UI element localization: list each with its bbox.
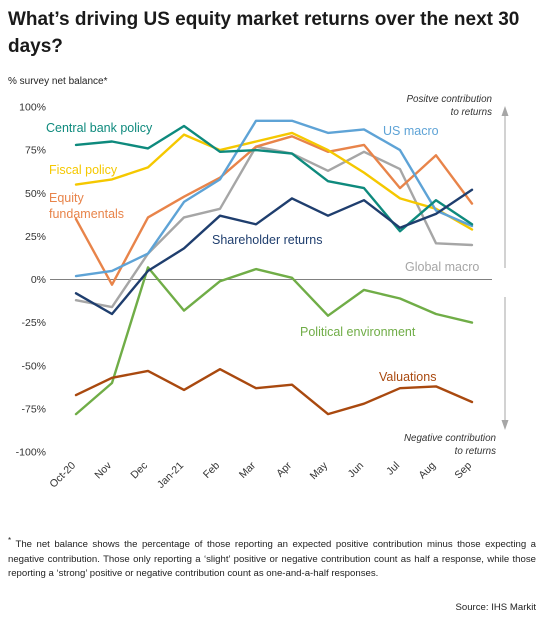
x-tick-label: Jun: [346, 460, 367, 481]
series-line-equity-fundamentals: [74, 135, 474, 286]
negative-annotation-line1: Negative contribution: [404, 433, 496, 444]
y-tick-label: -75%: [21, 403, 46, 415]
x-tick-label: Oct-20: [47, 460, 78, 491]
x-tick-label: Jul: [384, 460, 402, 478]
y-tick-label: -100%: [16, 447, 46, 459]
y-tick-label: 0%: [31, 274, 46, 286]
series-label-shareholder-returns: Shareholder returns: [212, 233, 322, 247]
series-label-us-macro: US macro: [383, 124, 439, 138]
x-tick-label: Apr: [274, 459, 294, 479]
x-tick-label: Jan-21: [155, 460, 186, 491]
y-tick-label: -25%: [21, 317, 46, 329]
series-label-equity-fundamentals: Equity: [49, 191, 84, 205]
y-tick-label: 100%: [19, 102, 46, 114]
series-label-global-macro: Global macro: [405, 260, 479, 274]
y-tick-label: 75%: [25, 145, 46, 157]
series-label-valuations: Valuations: [379, 370, 436, 384]
series-label-central-bank-policy: Central bank policy: [46, 121, 153, 135]
negative-annotation-line2: to returns: [455, 446, 496, 457]
x-tick-label: Nov: [92, 459, 114, 481]
line-chart: 100% 75% 50% 25% 0% -25% -50% -75% -100%Oct-20 No…: [16, 94, 509, 491]
y-tick-label: -50%: [21, 360, 46, 372]
series-label-fiscal-policy: Fiscal policy: [49, 163, 118, 177]
footnote: * The net balance shows the percentage o…: [8, 534, 536, 582]
series-line-fiscal-policy: [74, 131, 474, 231]
x-tick-label: Dec: [128, 460, 150, 482]
source-note: Source: IHS Markit: [455, 602, 536, 613]
y-tick-label: 50%: [25, 188, 46, 200]
footnote-marker: *: [8, 536, 12, 545]
x-tick-label: Feb: [201, 460, 222, 481]
series-label-political-environment: Political environment: [300, 325, 416, 339]
chart-title: What’s driving US equity market returns …: [8, 9, 520, 57]
x-tick-label: May: [308, 459, 331, 482]
negative-arrow-head: [501, 420, 509, 430]
x-tick-label: Mar: [237, 459, 259, 481]
series-line-political-environment: [74, 266, 474, 416]
series-line-shareholder-returns: [74, 188, 474, 316]
positive-annotation-line2: to returns: [451, 107, 492, 118]
positive-annotation-line1: Positve contribution: [407, 94, 493, 105]
x-tick-label: Sep: [452, 460, 474, 482]
y-axis-unit-label: % survey net balance*: [8, 76, 108, 87]
series-line-valuations: [74, 368, 474, 416]
footnote-text: The net balance shows the percentage of …: [8, 539, 536, 580]
y-tick-label: 25%: [25, 231, 46, 243]
positive-arrow-head: [501, 106, 509, 116]
series-line-us-macro: [74, 119, 474, 278]
x-tick-label: Aug: [416, 460, 438, 482]
series-label-equity-fundamentals: fundamentals: [49, 207, 124, 221]
